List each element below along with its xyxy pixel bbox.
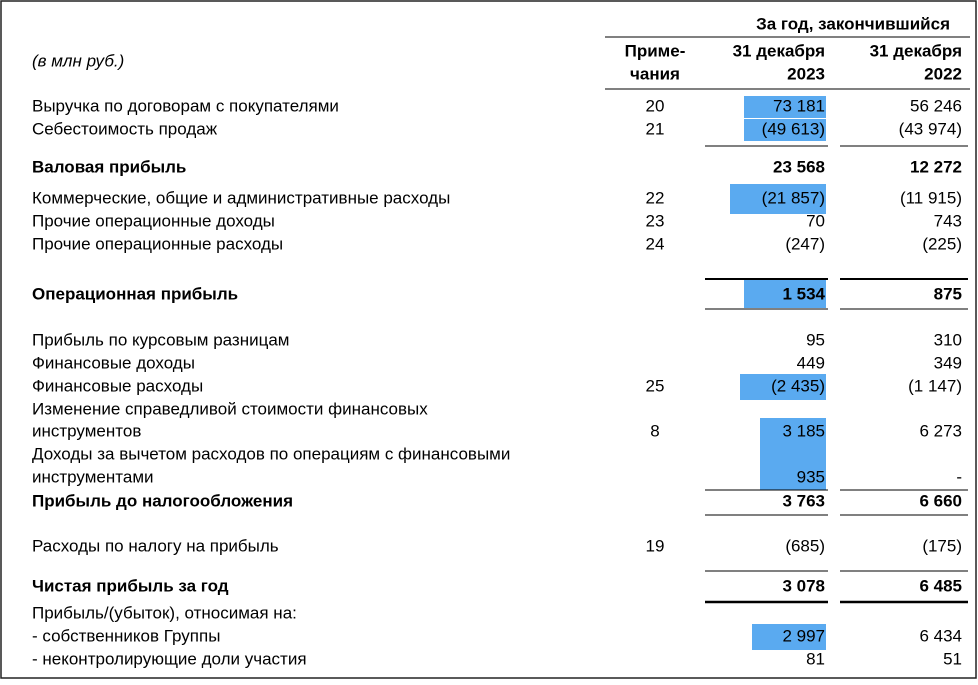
note: 23 (646, 211, 665, 230)
row-label: Валовая прибыль (32, 157, 186, 176)
value-2022: 743 (934, 211, 962, 230)
value-2022: (1 147) (908, 376, 962, 395)
value-2023: 3 078 (782, 576, 825, 595)
row-label: Прочие операционные расходы (32, 234, 283, 253)
highlight (744, 96, 826, 118)
note: 21 (646, 119, 665, 138)
period-header: За год, закончившийся (756, 14, 950, 33)
value-2022: 875 (934, 284, 962, 303)
row-label: инструментов (32, 421, 141, 440)
highlight (744, 280, 826, 308)
note: 24 (646, 234, 665, 253)
value-2023: (21 857) (762, 188, 825, 207)
highlight (730, 184, 826, 214)
row-label: Выручка по договорам с покупателями (32, 96, 339, 115)
value-2023: 73 181 (773, 96, 825, 115)
value-2022: (175) (922, 536, 962, 555)
row-label: Операционная прибыль (32, 284, 238, 303)
row-label: - собственников Группы (32, 626, 220, 645)
highlight (752, 624, 826, 650)
value-2023: 95 (806, 330, 825, 349)
rules (605, 36, 970, 604)
row-label: Доходы за вычетом расходов по операциям … (32, 444, 510, 463)
highlights (730, 96, 826, 650)
value-2023: 70 (806, 211, 825, 230)
row-label: Себестоимость продаж (32, 119, 218, 138)
value-2023: 1 534 (782, 284, 825, 303)
highlight (760, 418, 826, 444)
notes-header: Приме- (625, 41, 686, 60)
value-2023: (2 435) (771, 376, 825, 395)
row-label: Финансовые доходы (32, 353, 195, 372)
value-2023: (685) (785, 536, 825, 555)
column-header: 2023 (787, 64, 825, 83)
row-label: Изменение справедливой стоимости финансо… (32, 399, 428, 418)
row-label: - неконтролирующие доли участия (32, 649, 307, 668)
value-2022: - (956, 467, 962, 486)
notes-header: чания (630, 64, 680, 83)
value-2022: (43 974) (899, 119, 962, 138)
value-2023: (247) (785, 234, 825, 253)
value-2022: 6 660 (919, 491, 962, 510)
note: 19 (646, 536, 665, 555)
row-label: Прибыль по курсовым разницам (32, 330, 289, 349)
value-2023: 23 568 (773, 157, 825, 176)
column-header: 31 декабря (870, 41, 962, 60)
note: 20 (646, 96, 665, 115)
value-2022: 349 (934, 353, 962, 372)
highlight (760, 444, 826, 490)
column-header: 31 декабря (733, 41, 825, 60)
row-label: Прочие операционные доходы (32, 211, 275, 230)
column-header: 2022 (924, 64, 962, 83)
value-2022: 12 272 (910, 157, 962, 176)
row-label: Прибыль до налогообложения (32, 491, 293, 510)
note: 22 (646, 188, 665, 207)
note: 8 (650, 421, 659, 440)
row-label: Коммерческие, общие и административные р… (32, 188, 450, 207)
value-2022: (11 915) (900, 188, 962, 207)
value-2023: (49 613) (762, 119, 825, 138)
value-2022: (225) (922, 234, 962, 253)
value-2022: 56 246 (910, 96, 962, 115)
value-2023: 2 997 (782, 626, 825, 645)
value-2023: 935 (797, 467, 825, 486)
highlight (740, 374, 826, 400)
value-2022: 6 434 (919, 626, 962, 645)
value-2023: 449 (797, 353, 825, 372)
units: (в млн руб.) (32, 51, 124, 70)
value-2022: 51 (943, 649, 962, 668)
rows: Выручка по договорам с покупателями 20 73 … (32, 96, 962, 668)
row-label: Финансовые расходы (32, 376, 203, 395)
row-label: Чистая прибыль за год (32, 576, 229, 595)
row-label: Расходы по налогу на прибыль (32, 536, 279, 555)
row-label: Прибыль/(убыток), относимая на: (32, 603, 297, 622)
value-2022: 6 485 (919, 576, 962, 595)
value-2023: 3 763 (782, 491, 825, 510)
highlight (744, 119, 826, 141)
value-2023: 3 185 (782, 421, 825, 440)
value-2022: 310 (934, 330, 962, 349)
note: 25 (646, 376, 665, 395)
value-2023: 81 (806, 649, 825, 668)
row-label: инструментами (32, 467, 154, 486)
value-2022: 6 273 (919, 421, 962, 440)
